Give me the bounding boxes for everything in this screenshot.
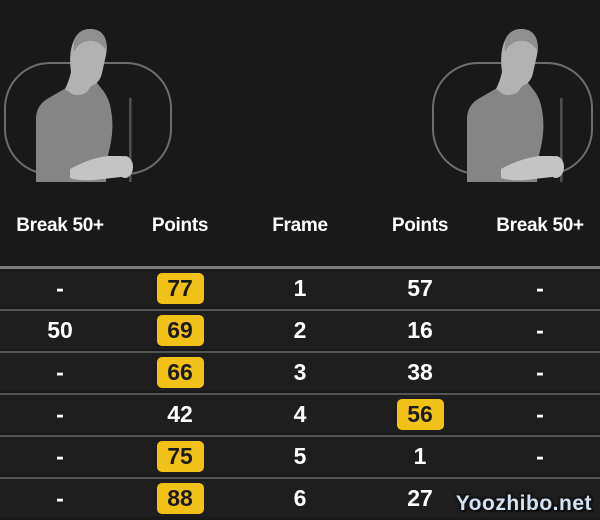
- frame-row-6: - 88 6 27 -: [0, 477, 600, 517]
- break-cell-right: -: [536, 484, 544, 511]
- column-header-points-left: Points: [151, 215, 209, 236]
- points-badge: 69: [156, 314, 204, 346]
- frame-number-cell: 3: [293, 358, 307, 385]
- points-cell-right: 27: [360, 479, 480, 517]
- points-cell-right: 56: [360, 395, 480, 433]
- break-cell-right: -: [536, 274, 544, 301]
- watermark-text: Yoozhibo.net: [455, 492, 592, 515]
- frame-number-cell: 5: [293, 442, 307, 469]
- break-cell-left: -: [56, 484, 64, 511]
- column-header-break-left: Break 50+: [16, 215, 104, 236]
- frame-number-cell: 4: [293, 400, 307, 427]
- points-badge: 88: [156, 482, 204, 514]
- column-header-break-right: Break 50+: [496, 215, 584, 236]
- points-cell-left: 75: [120, 437, 240, 475]
- break-cell-right: -: [536, 358, 544, 385]
- frame-row-5: - 75 5 1 -: [0, 435, 600, 475]
- break-cell-right: -: [536, 400, 544, 427]
- snooker-player-silhouette-left-icon: [36, 29, 133, 182]
- points-badge: 57: [407, 274, 433, 301]
- points-badge: 56: [396, 398, 444, 430]
- break-cell-left: -: [56, 442, 64, 469]
- break-cell-left: -: [56, 400, 64, 427]
- points-cell-left: 69: [120, 311, 240, 349]
- points-cell-left: 42: [120, 395, 240, 433]
- points-cell-right: 38: [360, 353, 480, 391]
- snooker-player-silhouette-right-icon: [467, 29, 564, 182]
- frame-number-cell: 6: [293, 484, 307, 511]
- frame-number-cell: 1: [293, 274, 307, 301]
- break-cell-right: -: [536, 442, 544, 469]
- break-cell-right: -: [536, 316, 544, 343]
- break-cell-left: 50: [47, 316, 73, 343]
- frame-row-3: - 66 3 38 -: [0, 351, 600, 391]
- column-header-frame: Frame: [272, 215, 328, 236]
- points-badge: 77: [156, 272, 204, 304]
- points-badge: 27: [407, 484, 433, 511]
- frame-row-1: - 77 1 57 -: [0, 269, 600, 307]
- points-cell-right: 57: [360, 269, 480, 307]
- table-header-row: Break 50+ Points Frame Points Break 50+: [0, 207, 600, 245]
- points-cell-left: 77: [120, 269, 240, 307]
- points-cell-right: 16: [360, 311, 480, 349]
- points-badge: 16: [407, 316, 433, 343]
- points-cell-left: 88: [120, 479, 240, 517]
- points-badge: 66: [156, 356, 204, 388]
- frame-number-cell: 2: [293, 316, 307, 343]
- frame-row-2: 50 69 2 16 -: [0, 309, 600, 349]
- points-cell-right: 1: [360, 437, 480, 475]
- points-badge: 1: [413, 442, 427, 469]
- points-badge: 38: [407, 358, 433, 385]
- column-header-points-right: Points: [391, 215, 449, 236]
- points-badge: 75: [156, 440, 204, 472]
- points-cell-left: 66: [120, 353, 240, 391]
- frames-table: - 77 1 57 - 50 69 2 16 - - 66 3 38 - - 4…: [0, 266, 600, 517]
- break-cell-left: -: [56, 358, 64, 385]
- frame-row-4: - 42 4 56 -: [0, 393, 600, 433]
- break-cell-left: -: [56, 274, 64, 301]
- points-badge: 42: [167, 400, 193, 427]
